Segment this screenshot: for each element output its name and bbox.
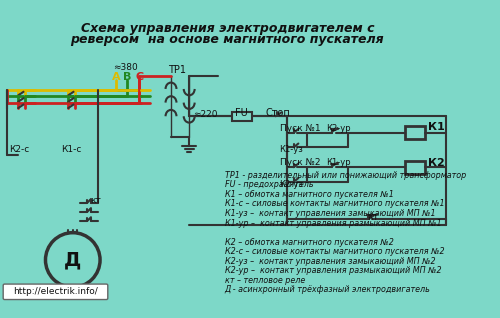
Text: К1-с: К1-с [61, 145, 82, 154]
Text: Пуск №1: Пуск №1 [280, 123, 320, 133]
Text: ТР1: ТР1 [168, 65, 186, 75]
FancyBboxPatch shape [3, 284, 108, 300]
Text: К2-с: К2-с [9, 145, 29, 154]
Bar [405, 126, 425, 139]
Text: К2-ур: К2-ур [326, 123, 350, 133]
Text: ТР1 - разделительный или понижающий трансформатор: ТР1 - разделительный или понижающий тран… [224, 171, 466, 180]
Text: FU: FU [234, 108, 248, 118]
Text: http://electrik.info/: http://electrik.info/ [13, 287, 98, 296]
Text: кт – тепловое реле: кт – тепловое реле [224, 276, 305, 285]
Text: кт: кт [90, 196, 101, 205]
Text: Д: Д [64, 251, 82, 269]
Text: К1 – обмотка магнитного пускателя №1: К1 – обмотка магнитного пускателя №1 [224, 190, 394, 199]
Bar [232, 112, 252, 121]
Text: ≈220: ≈220 [193, 110, 218, 119]
Text: A: A [112, 72, 120, 82]
Text: Стоп: Стоп [265, 108, 290, 118]
Text: К2-ур –  контакт управления размыкающий МП №2: К2-ур – контакт управления размыкающий М… [224, 266, 442, 275]
Text: Пуск №2: Пуск №2 [280, 158, 320, 167]
Text: К1-с – силовые контакты магнитного пускателя №1: К1-с – силовые контакты магнитного пуска… [224, 199, 444, 209]
Text: ≈380: ≈380 [113, 63, 138, 72]
Text: C: C [135, 72, 143, 82]
Text: К2-уз: К2-уз [279, 180, 303, 189]
Text: К2-с – силовые контакты магнитного пускателя №2: К2-с – силовые контакты магнитного пуска… [224, 247, 444, 256]
Text: кт: кт [367, 212, 379, 222]
Text: К2 – обмотка магнитного пускателя №2: К2 – обмотка магнитного пускателя №2 [224, 238, 394, 247]
Text: реверсом  на основе магнитного пускателя: реверсом на основе магнитного пускателя [70, 33, 384, 46]
Text: Схема управления электродвигателем с: Схема управления электродвигателем с [80, 22, 374, 35]
Text: FU - предохранитель: FU - предохранитель [224, 180, 314, 190]
Text: К1: К1 [428, 122, 444, 132]
Text: К2-уз –  контакт управления замыкающий МП №2: К2-уз – контакт управления замыкающий МП… [224, 257, 436, 266]
Text: К1-ур –  контакт управления размыкающий МП №1: К1-ур – контакт управления размыкающий М… [224, 218, 442, 228]
Bar [405, 161, 425, 174]
Text: К2: К2 [428, 158, 444, 168]
Text: К1-уз: К1-уз [279, 145, 303, 154]
Text: B: B [123, 72, 132, 82]
Text: К1-уз –  контакт управления замыкающий МП №1: К1-уз – контакт управления замыкающий МП… [224, 209, 436, 218]
Circle shape [46, 233, 100, 287]
Text: К1-ур: К1-ур [326, 158, 350, 167]
Text: Д - асинхронный трёхфазный электродвигатель: Д - асинхронный трёхфазный электродвигат… [224, 286, 430, 294]
